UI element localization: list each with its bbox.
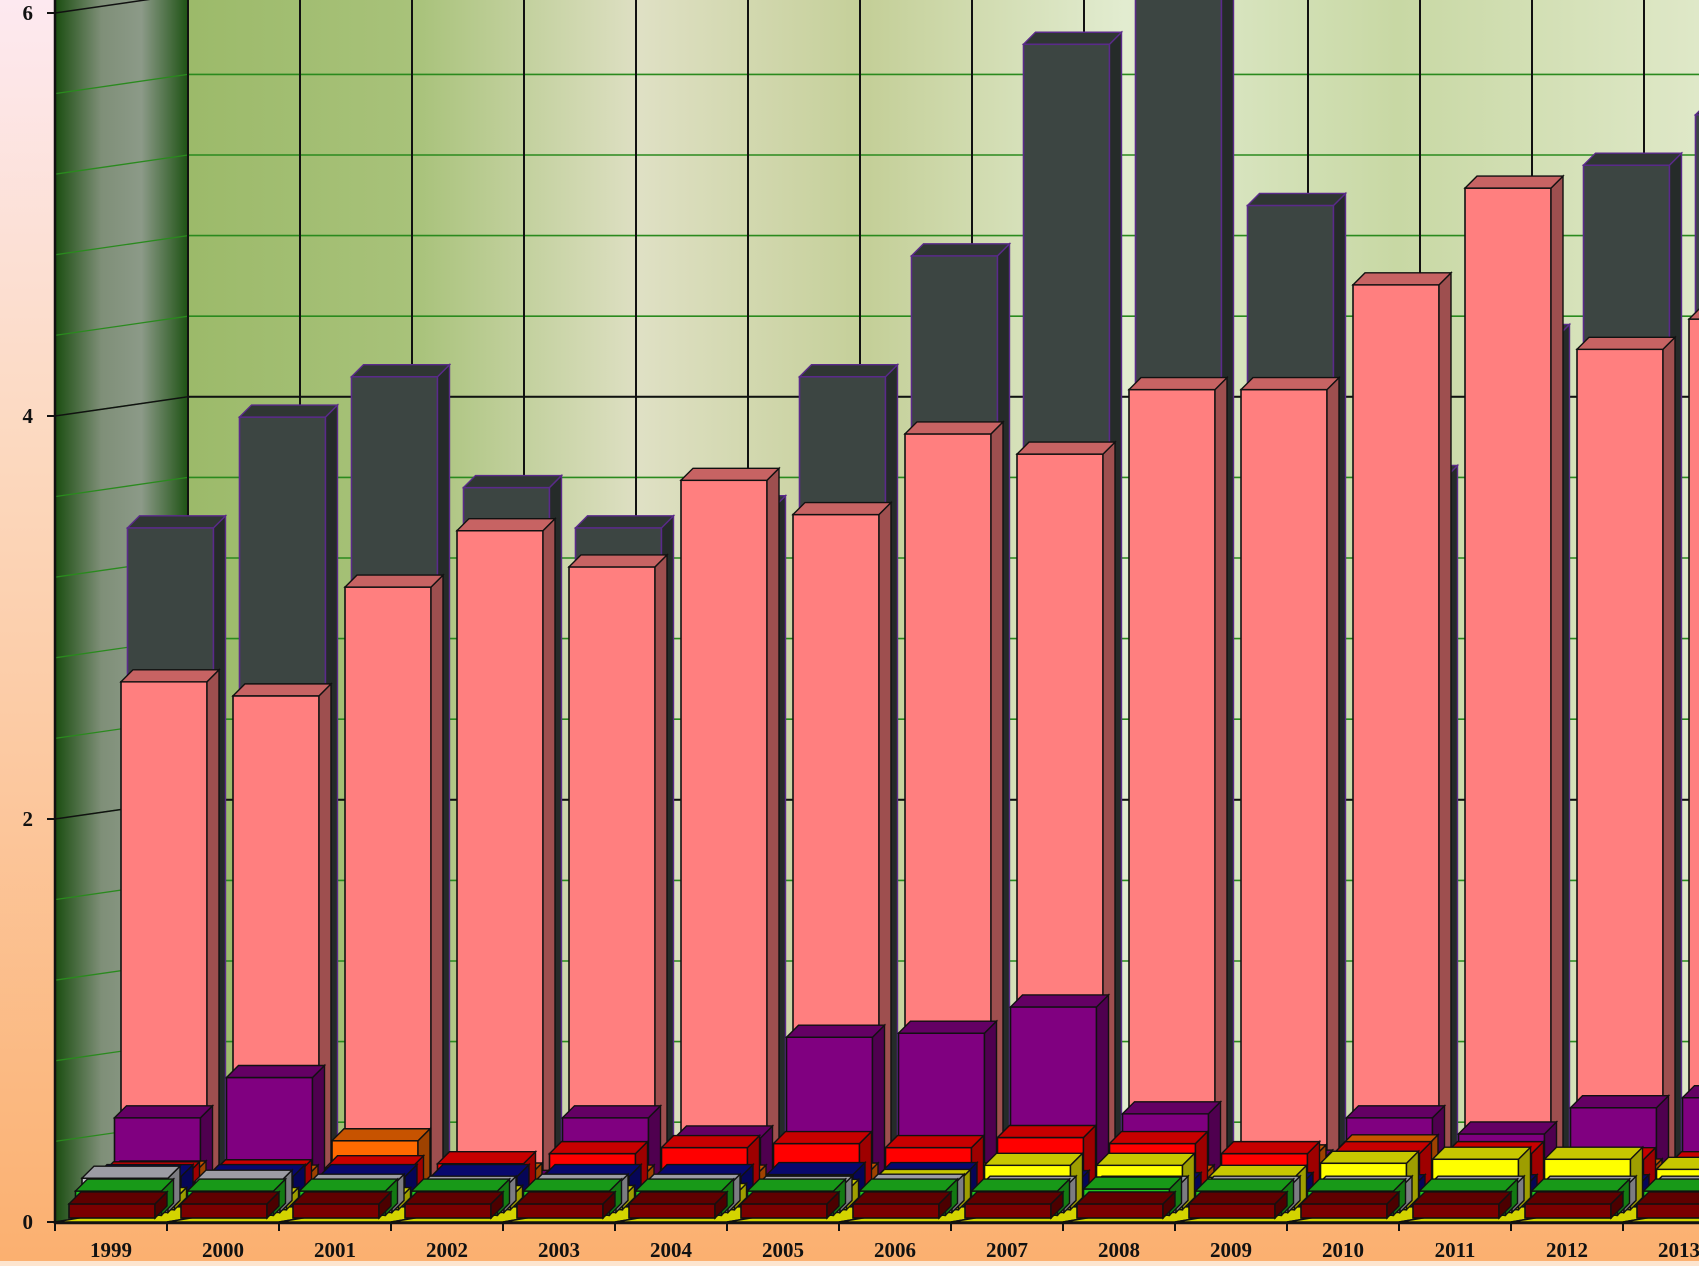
x-tick-label: 2005	[762, 1238, 804, 1261]
x-tick-label: 2013	[1658, 1238, 1699, 1261]
x-tick-label: 2008	[1098, 1238, 1140, 1261]
bar-2004-s8	[681, 468, 779, 1195]
bar-2005-s0	[741, 1192, 839, 1218]
x-tick-label: 2012	[1546, 1238, 1588, 1261]
x-tick-label: 1999	[90, 1238, 132, 1261]
bar-2008-s8	[1129, 378, 1227, 1196]
y-tick-label: 0	[23, 1210, 34, 1234]
bar-2002-s8	[457, 519, 555, 1196]
bar-2011-s8	[1465, 176, 1563, 1196]
bar-1999-s0	[69, 1192, 167, 1218]
bar-2003-s8	[569, 555, 667, 1196]
y-tick-label: 2	[23, 807, 34, 831]
bar-2013-s8	[1689, 307, 1699, 1196]
bar-2009-s0	[1189, 1192, 1287, 1218]
x-tick-label: 2002	[426, 1238, 468, 1261]
x-tick-label: 2009	[1210, 1238, 1252, 1261]
y-tick-label: 6	[23, 1, 34, 25]
x-tick-label: 2004	[650, 1238, 693, 1261]
bar-2004-s0	[629, 1192, 727, 1218]
x-tick-label: 2001	[314, 1238, 356, 1261]
bar-2000-s0	[181, 1192, 279, 1218]
y-tick-label: 4	[23, 404, 34, 428]
x-tick-label: 2006	[874, 1238, 916, 1261]
bar-2010-s8	[1353, 273, 1451, 1196]
x-tick-label: 2011	[1435, 1238, 1476, 1261]
bar-2001-s8	[345, 575, 443, 1196]
x-tick-label: 2000	[202, 1238, 244, 1261]
bar-2009-s8	[1241, 378, 1339, 1196]
bar-2010-s0	[1301, 1192, 1399, 1218]
bar-2001-s0	[293, 1192, 391, 1218]
bar-2013-s0	[1637, 1192, 1699, 1218]
bar-2003-s0	[517, 1192, 615, 1218]
bar-2012-s8	[1577, 337, 1675, 1195]
x-tick-label: 2003	[538, 1238, 580, 1261]
x-tick-label: 2007	[986, 1238, 1028, 1261]
bar-2008-s0	[1077, 1192, 1175, 1218]
bar-2012-s0	[1525, 1192, 1623, 1218]
x-tick-label: 2010	[1322, 1238, 1364, 1261]
bar-2002-s0	[405, 1192, 503, 1218]
bar-2006-s0	[853, 1192, 951, 1218]
bar-2011-s0	[1413, 1192, 1511, 1218]
bar-2007-s0	[965, 1192, 1063, 1218]
